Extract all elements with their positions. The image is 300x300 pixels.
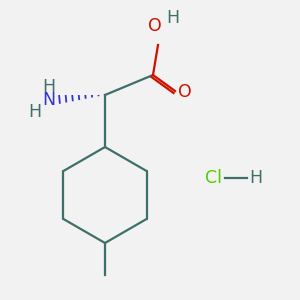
Text: H: H <box>28 103 42 121</box>
Text: O: O <box>148 17 162 35</box>
Text: H: H <box>42 78 56 96</box>
Text: O: O <box>178 83 192 101</box>
Text: H: H <box>166 9 179 27</box>
Text: H: H <box>249 169 262 187</box>
Text: Cl: Cl <box>205 169 222 187</box>
Text: N: N <box>42 91 56 109</box>
